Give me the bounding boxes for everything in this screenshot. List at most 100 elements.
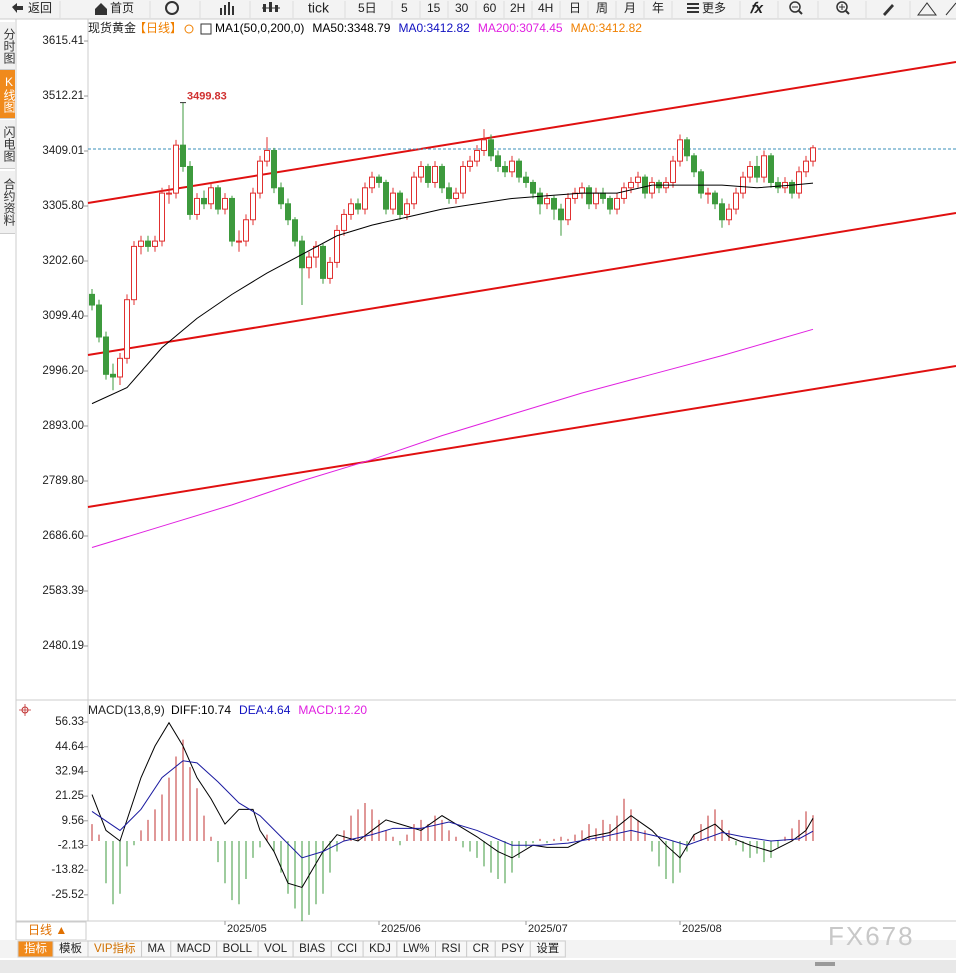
candle-body	[733, 192, 739, 210]
candle-body	[803, 160, 809, 173]
toolbar-item[interactable]: 周	[596, 1, 608, 15]
candle-body	[250, 192, 256, 221]
tab-label[interactable]: BIAS	[299, 943, 326, 955]
candle-body	[236, 240, 242, 243]
candle-body	[180, 144, 186, 167]
legend-item: MA0:3412.82	[398, 21, 470, 35]
shape-icon[interactable]	[917, 2, 937, 16]
toolbar-item[interactable]: 月	[624, 1, 636, 15]
refresh-icon[interactable]	[165, 1, 179, 15]
y-tick-label: -13.82	[51, 864, 84, 876]
home-icon[interactable]	[95, 3, 107, 15]
candle-body	[124, 299, 130, 359]
candle-body	[397, 192, 403, 215]
y-tick-label: 56.33	[55, 716, 84, 728]
toolbar-item[interactable]: 4H	[538, 1, 553, 15]
candle-body	[243, 219, 249, 242]
tab[interactable]: BOLL	[216, 940, 259, 958]
legend-item: MA0:3412.82	[571, 21, 643, 35]
line-icon[interactable]	[945, 2, 956, 16]
tab[interactable]: RSI	[435, 940, 468, 958]
candle-body	[404, 203, 410, 215]
candle-body	[698, 171, 704, 194]
candle-body	[362, 187, 368, 210]
period-button[interactable]: 日线 ▲	[28, 923, 67, 937]
toolbar-item[interactable]: 更多	[702, 1, 726, 15]
candle-body	[677, 139, 683, 162]
candle-body	[257, 160, 263, 194]
fx-icon[interactable]: 𝑓x	[749, 0, 764, 17]
back-icon[interactable]	[12, 3, 23, 13]
tab-label[interactable]: 模板	[59, 941, 82, 955]
toolbar-item[interactable]: 返回	[28, 1, 52, 15]
tab-label[interactable]: RSI	[442, 943, 461, 955]
tab[interactable]: CCI	[330, 940, 364, 958]
toolbar-item[interactable]: 首页	[110, 1, 134, 15]
toolbar-item[interactable]: 5日	[358, 1, 377, 15]
tab-label[interactable]: VIP指标	[94, 941, 136, 955]
sidebar-tab[interactable]: K线图	[0, 70, 16, 119]
tab[interactable]: 设置	[529, 940, 566, 958]
candle-body	[264, 149, 270, 162]
more-icon[interactable]	[687, 3, 699, 13]
toolbar-item[interactable]: 2H	[510, 1, 525, 15]
toolbar-item[interactable]: tick	[308, 0, 330, 16]
toolbar-item[interactable]: 15	[427, 1, 441, 15]
sidebar-tab[interactable]: 分时图	[0, 22, 16, 70]
tab-label[interactable]: VOL	[264, 943, 288, 955]
tab-label[interactable]: 指标	[24, 941, 47, 955]
tab-label[interactable]: MA	[148, 943, 166, 955]
tab[interactable]: CR	[466, 940, 496, 958]
tab[interactable]: MA	[141, 940, 172, 958]
tab-label[interactable]: CR	[473, 943, 490, 955]
toolbar-item[interactable]: 5	[401, 1, 408, 15]
chart-period: 【日线】	[134, 21, 182, 35]
chart-icon[interactable]	[220, 2, 234, 15]
candle-body	[614, 197, 620, 210]
sidebar-tab[interactable]: 闪电图	[0, 120, 16, 169]
candle-body	[376, 176, 382, 183]
tab-label[interactable]: BOLL	[223, 943, 253, 955]
legend-item: DEA:4.64	[239, 703, 291, 717]
tab-label[interactable]: 设置	[536, 942, 559, 955]
toolbar-item[interactable]: 30	[455, 1, 469, 15]
y-tick-label: -25.52	[51, 889, 84, 901]
tab[interactable]: MACD	[170, 940, 218, 958]
indicator-line	[91, 760, 814, 859]
zoom-in[interactable]	[836, 1, 850, 15]
tab-label[interactable]: CCI	[337, 943, 357, 955]
tab[interactable]: PSY	[494, 940, 531, 958]
y-tick-label: 2480.19	[42, 640, 84, 652]
candle-icon[interactable]	[262, 2, 280, 12]
candle-body	[775, 181, 781, 189]
toolbar-item[interactable]: 日	[569, 1, 581, 15]
y-tick-label: 9.56	[62, 815, 84, 827]
scroll-handle[interactable]	[815, 962, 835, 966]
tab[interactable]: LW%	[396, 940, 436, 958]
tab-box[interactable]	[529, 940, 566, 958]
candle-body	[670, 160, 676, 183]
tab-label[interactable]: PSY	[501, 943, 524, 955]
toolbar-item[interactable]: 年	[652, 1, 664, 15]
toolbar-item[interactable]: 60	[483, 1, 497, 15]
tab-label[interactable]: KDJ	[369, 943, 391, 955]
y-tick-label: 3615.41	[42, 35, 84, 47]
tab-label[interactable]: MACD	[177, 943, 211, 955]
tab[interactable]: 模板	[52, 940, 89, 958]
draw-icon[interactable]	[883, 4, 894, 16]
ma-icon	[200, 23, 212, 35]
candle-body	[320, 245, 326, 279]
tab-label[interactable]: LW%	[403, 943, 430, 955]
candle-body	[341, 213, 347, 231]
tab[interactable]: 指标	[17, 940, 54, 958]
sidebar-tab[interactable]: 合约资料	[0, 171, 16, 234]
tab[interactable]: KDJ	[362, 940, 398, 958]
tab[interactable]: VIP指标	[87, 940, 143, 958]
tab[interactable]: VOL	[257, 940, 294, 958]
candle-body	[495, 155, 501, 167]
zoom-out[interactable]	[789, 1, 803, 15]
candle-body	[628, 181, 634, 189]
tab[interactable]: BIAS	[292, 940, 332, 958]
y-tick-label: 2893.00	[42, 420, 84, 432]
